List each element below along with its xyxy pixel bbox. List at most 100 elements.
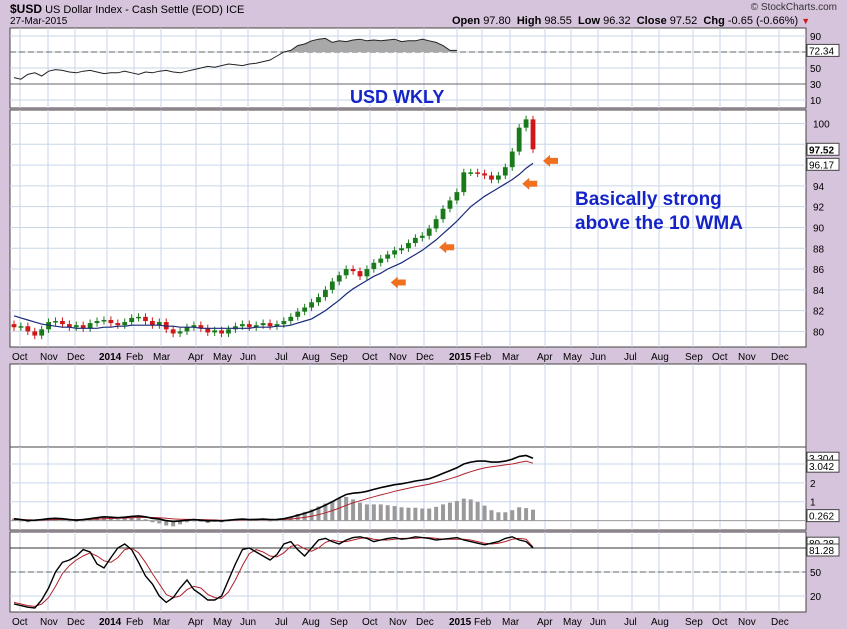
stoch-tick-label: 20 (810, 592, 822, 603)
x-axis-label: Sep (685, 352, 703, 363)
macd-hist-bar (496, 512, 501, 521)
ma10-line (13, 162, 534, 329)
macd-hist-bar (129, 517, 134, 521)
macd-hist-bar (185, 520, 189, 523)
x-axis-label: Nov (40, 617, 58, 628)
candle-body (302, 307, 308, 312)
x-axis-label: Jul (624, 352, 637, 363)
candle-body (191, 325, 197, 328)
x-axis-label: Aug (651, 617, 669, 628)
x-axis-label: Oct (712, 352, 728, 363)
open-label: Open (452, 15, 481, 27)
price-tick-label: 90 (813, 223, 825, 234)
x-axis-label: Apr (188, 352, 204, 363)
x-axis-label: Nov (40, 352, 58, 363)
x-axis-label: Feb (126, 352, 144, 363)
macd-hist-bar (427, 508, 432, 521)
macd-hist-bar (274, 520, 279, 521)
x-axis-label: Sep (685, 617, 703, 628)
candle-body (32, 331, 38, 336)
stoch-k-line (13, 536, 534, 609)
candle-body (516, 127, 522, 152)
header-left: $USD US Dollar Index - Cash Settle (EOD)… (10, 2, 244, 16)
down-triangle-icon: ▼ (801, 16, 811, 26)
macd-hist-bar (157, 520, 162, 524)
macd-hist-bar (364, 504, 369, 521)
x-axis-label: Sep (330, 617, 348, 628)
x-axis-label: Mar (502, 617, 520, 628)
annotation-line-1: Basically strong (575, 189, 722, 210)
left-arrow-icon (522, 177, 538, 190)
candle-body (433, 219, 439, 229)
candle-body (316, 297, 321, 303)
macd-hist-bar (288, 516, 293, 521)
x-axis-label: 2014 (99, 617, 122, 628)
macd-hist-bar (18, 520, 23, 522)
macd-hist-bar (475, 501, 480, 521)
price-tick-label: 80 (813, 327, 825, 338)
candle-body (94, 321, 100, 324)
candle-body (281, 321, 287, 325)
x-axis-label: Oct (12, 352, 28, 363)
open-value: 97.80 (483, 15, 511, 27)
candle-body (53, 321, 58, 323)
x-axis-label: May (213, 617, 232, 628)
macd-hist-bar (323, 503, 328, 521)
price-tick-label: 88 (813, 244, 825, 255)
left-arrow-icon (390, 276, 406, 289)
macd-hist-bar (524, 508, 529, 521)
price-panel (9, 109, 807, 348)
annotation-line-2: above the 10 WMA (575, 213, 743, 234)
candle-body (288, 316, 294, 322)
macd-hist-bar (406, 507, 411, 521)
x-axis-label: May (213, 352, 232, 363)
x-axis-label: Apr (537, 352, 553, 363)
candle-body (108, 319, 114, 324)
candle-body (115, 323, 121, 326)
candle-body (87, 323, 93, 329)
x-axis-label: Nov (738, 352, 756, 363)
candle-body (170, 329, 176, 334)
symbol: $USD (10, 2, 43, 16)
macd-hist-bar (392, 506, 397, 521)
x-axis-label: Jul (275, 617, 288, 628)
price-tick-label: 94 (813, 182, 825, 193)
macd-hist-bar (378, 504, 383, 521)
candle-body (212, 330, 218, 333)
candle-body (426, 228, 432, 236)
x-axis-label: 2015 (449, 617, 472, 628)
x-axis-label: Mar (153, 352, 171, 363)
candle-body (475, 172, 481, 174)
x-axis-label: Oct (362, 617, 378, 628)
rsi-tick-label: 30 (810, 80, 822, 91)
macd-hist-bar (510, 510, 515, 521)
x-axis-label: Jun (240, 352, 256, 363)
x-axis-label: Feb (474, 352, 492, 363)
x-axis-label: Jun (240, 617, 256, 628)
macd-hist-bar (309, 509, 314, 521)
candle-body (385, 254, 391, 259)
watermark: © StockCharts.com (750, 2, 837, 13)
macd-tick-label: 2 (810, 479, 816, 490)
candle-body (66, 324, 72, 328)
x-axis-label: 2015 (449, 352, 472, 363)
candle-body (447, 200, 453, 209)
macd-line (13, 454, 534, 523)
candle-body (295, 311, 301, 317)
candle-body (73, 325, 79, 328)
macd-hist-bar (136, 517, 141, 521)
macd-hist-bar (81, 520, 86, 522)
macd-hist-bar (358, 502, 362, 521)
x-axis-label: Apr (537, 617, 553, 628)
candle-body (530, 119, 536, 150)
volume-panel (9, 363, 807, 448)
candle-body (454, 192, 460, 201)
x-axis-label: Sep (330, 352, 348, 363)
macd-hist-bar (171, 520, 176, 527)
price-tick-label: 82 (813, 307, 825, 318)
candle-body (274, 324, 280, 327)
candle-body (496, 175, 501, 180)
macd-hist-bar (454, 501, 459, 521)
candle-body (509, 151, 515, 168)
x-axis-label: Dec (416, 352, 434, 363)
